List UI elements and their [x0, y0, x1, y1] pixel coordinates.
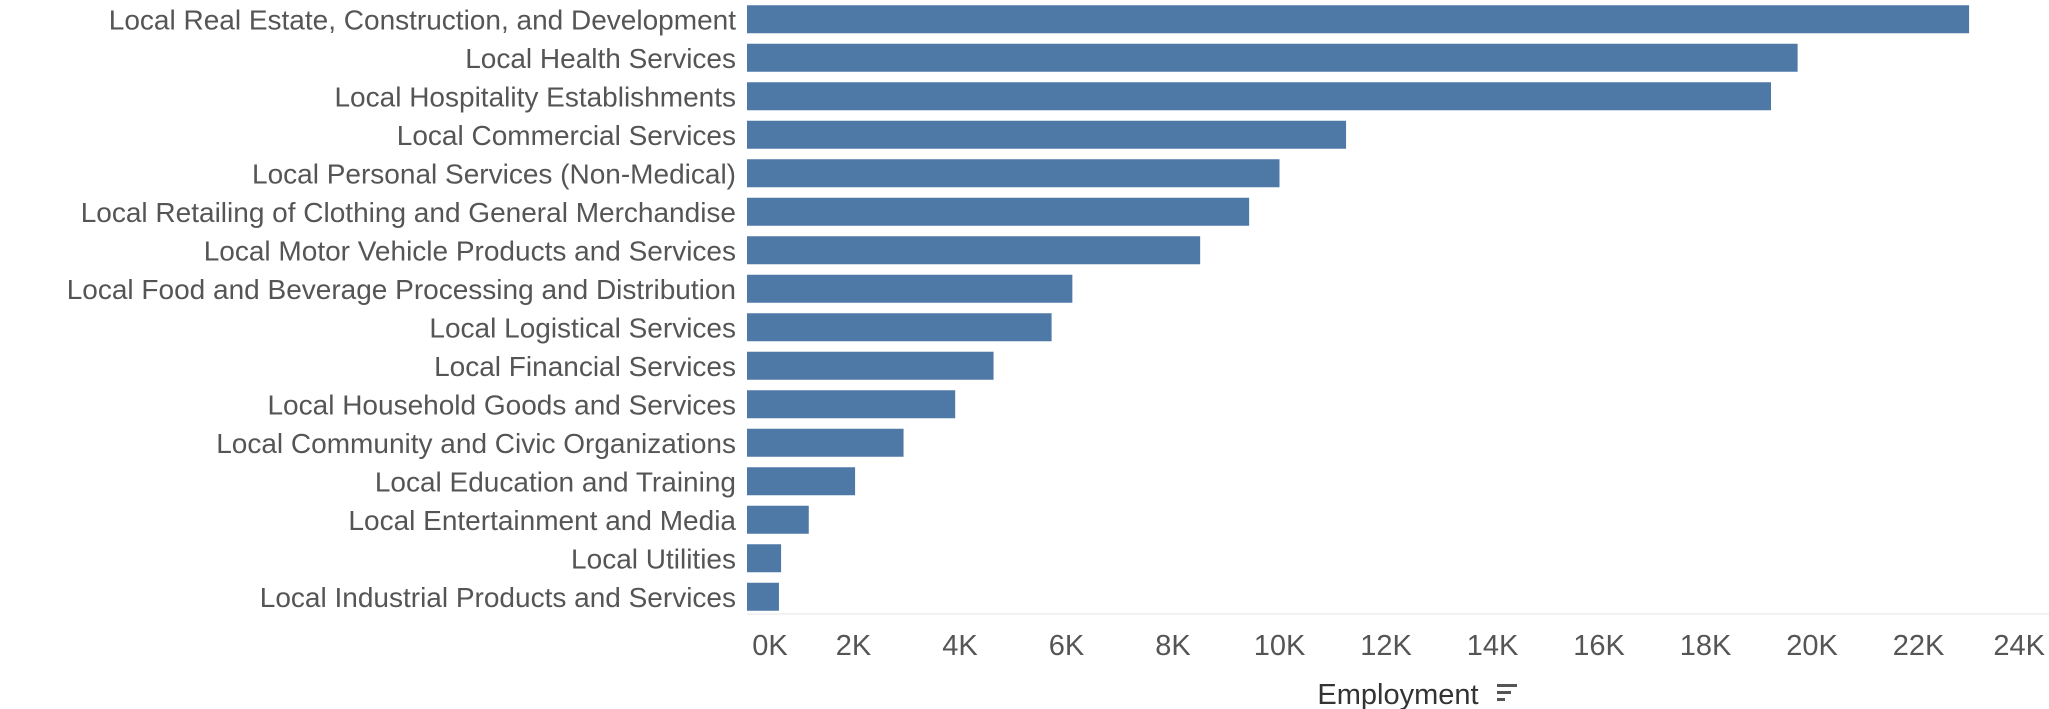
x-tick-label: 8K: [1155, 630, 1191, 662]
x-axis-title: Employment: [1317, 679, 1478, 709]
x-tick-label: 4K: [942, 630, 978, 662]
x-axis-ticks: 0K 2K 4K 6K 8K 10K 12K 14K 16K 18K 20K 22K 24K: [752, 630, 2045, 662]
bar[interactable]: [747, 467, 856, 496]
x-tick-label: 10K: [1254, 630, 1306, 662]
bar[interactable]: [747, 544, 782, 573]
bar[interactable]: [747, 274, 1073, 303]
category-label: Local Entertainment and Media: [348, 505, 736, 536]
x-tick-label: 0K: [752, 630, 788, 662]
bar[interactable]: [747, 5, 1970, 34]
bar[interactable]: [747, 505, 809, 534]
category-labels: Local Real Estate, Construction, and Dev…: [67, 4, 737, 613]
bars-layer: [747, 5, 1970, 611]
bar[interactable]: [747, 582, 779, 611]
x-tick-label: 20K: [1786, 630, 1838, 662]
category-label: Local Financial Services: [434, 351, 736, 382]
category-label: Local Real Estate, Construction, and Dev…: [109, 4, 736, 35]
x-tick-label: 16K: [1573, 630, 1625, 662]
category-label: Local Logistical Services: [429, 312, 736, 343]
category-label: Local Household Goods and Services: [267, 389, 736, 420]
x-tick-label: 6K: [1049, 630, 1085, 662]
category-label: Local Community and Civic Organizations: [216, 428, 736, 459]
bar[interactable]: [747, 428, 904, 457]
category-label: Local Hospitality Establishments: [334, 81, 736, 112]
x-tick-label: 22K: [1893, 630, 1945, 662]
x-tick-label: 24K: [1993, 630, 2045, 662]
category-label: Local Motor Vehicle Products and Service…: [204, 235, 736, 266]
x-tick-label: 12K: [1360, 630, 1412, 662]
category-label: Local Industrial Products and Services: [260, 582, 736, 613]
bar[interactable]: [747, 313, 1052, 342]
x-tick-label: 14K: [1467, 630, 1519, 662]
bar[interactable]: [747, 351, 994, 380]
bar[interactable]: [747, 159, 1280, 188]
x-tick-label: 2K: [836, 630, 872, 662]
category-label: Local Food and Beverage Processing and D…: [67, 274, 736, 305]
category-label: Local Education and Training: [375, 466, 736, 497]
category-label: Local Health Services: [465, 43, 736, 74]
category-label: Local Retailing of Clothing and General …: [81, 197, 736, 228]
category-label: Local Commercial Services: [397, 120, 736, 151]
bar[interactable]: [747, 120, 1347, 149]
sort-descending-icon[interactable]: [1497, 684, 1517, 701]
bar[interactable]: [747, 390, 956, 419]
bar[interactable]: [747, 236, 1201, 265]
category-label: Local Utilities: [571, 543, 736, 574]
x-tick-label: 18K: [1680, 630, 1732, 662]
category-label: Local Personal Services (Non-Medical): [252, 158, 736, 189]
bar[interactable]: [747, 82, 1771, 111]
bar[interactable]: [747, 197, 1250, 226]
bar[interactable]: [747, 43, 1798, 72]
